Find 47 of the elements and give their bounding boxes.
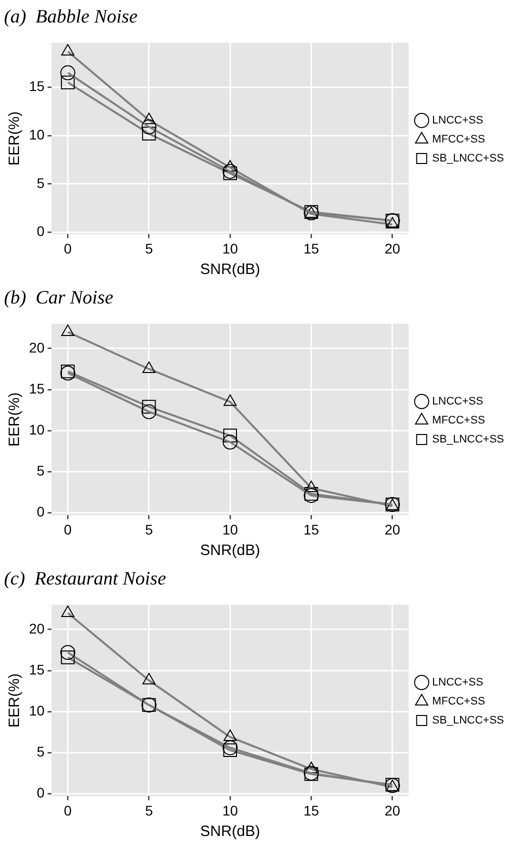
x-axis-title: SNR(dB)	[200, 823, 260, 840]
x-tick-label: 0	[64, 521, 72, 538]
y-tick-label: 0	[36, 784, 45, 801]
y-tick-label: 10	[28, 126, 45, 142]
x-tick-label: 10	[222, 240, 238, 256]
y-tick-label: 10	[28, 421, 45, 438]
y-tick-label: 5	[36, 744, 45, 760]
x-tick-label: 20	[384, 240, 400, 256]
x-tick-label: 15	[303, 521, 320, 538]
x-axis-title: SNR(dB)	[200, 542, 260, 560]
x-tick-label: 20	[384, 802, 400, 818]
legend-label: SB_LNCC+SS	[432, 714, 504, 727]
legend-label: MFCC+SS	[432, 134, 486, 146]
legend-label: LNCC+SS	[432, 114, 484, 127]
chart-title: (a) Babble Noise	[4, 6, 138, 28]
legend-label: SB_LNCC+SS	[432, 152, 504, 165]
legend-label: LNCC+SS	[432, 676, 484, 689]
y-tick-label: 5	[36, 174, 45, 191]
x-tick-label: 5	[145, 802, 154, 818]
y-tick-label: 15	[28, 78, 45, 94]
x-tick-label: 5	[145, 240, 154, 256]
x-tick-label: 0	[64, 802, 72, 818]
x-tick-label: 0	[64, 240, 72, 256]
y-tick-label: 15	[28, 661, 45, 678]
x-tick-label: 5	[145, 521, 154, 538]
x-tick-label: 10	[222, 521, 238, 538]
legend-label: LNCC+SS	[432, 396, 484, 408]
legend-label: MFCC+SS	[432, 414, 486, 427]
y-tick-label: 20	[28, 620, 45, 636]
x-tick-label: 15	[303, 240, 320, 256]
chart-title: (c) Restaurant Noise	[4, 568, 166, 590]
y-tick-label: 0	[36, 504, 45, 520]
x-tick-label: 10	[222, 802, 238, 818]
chart-title: (b) Car Noise	[4, 287, 114, 308]
x-tick-label: 20	[384, 521, 400, 538]
x-axis-title: SNR(dB)	[200, 261, 260, 278]
y-tick-label: 0	[36, 223, 45, 240]
y-axis-title: EER(%)	[6, 111, 24, 166]
y-axis-title: EER(%)	[6, 392, 24, 447]
y-axis-title: EER(%)	[6, 673, 24, 728]
y-tick-label: 10	[28, 702, 45, 718]
y-tick-label: 5	[36, 462, 45, 479]
legend-label: SB_LNCC+SS	[432, 434, 504, 446]
y-tick-label: 20	[28, 339, 45, 356]
x-tick-label: 15	[303, 802, 320, 818]
legend-label: MFCC+SS	[432, 696, 486, 708]
y-tick-label: 15	[28, 380, 45, 396]
